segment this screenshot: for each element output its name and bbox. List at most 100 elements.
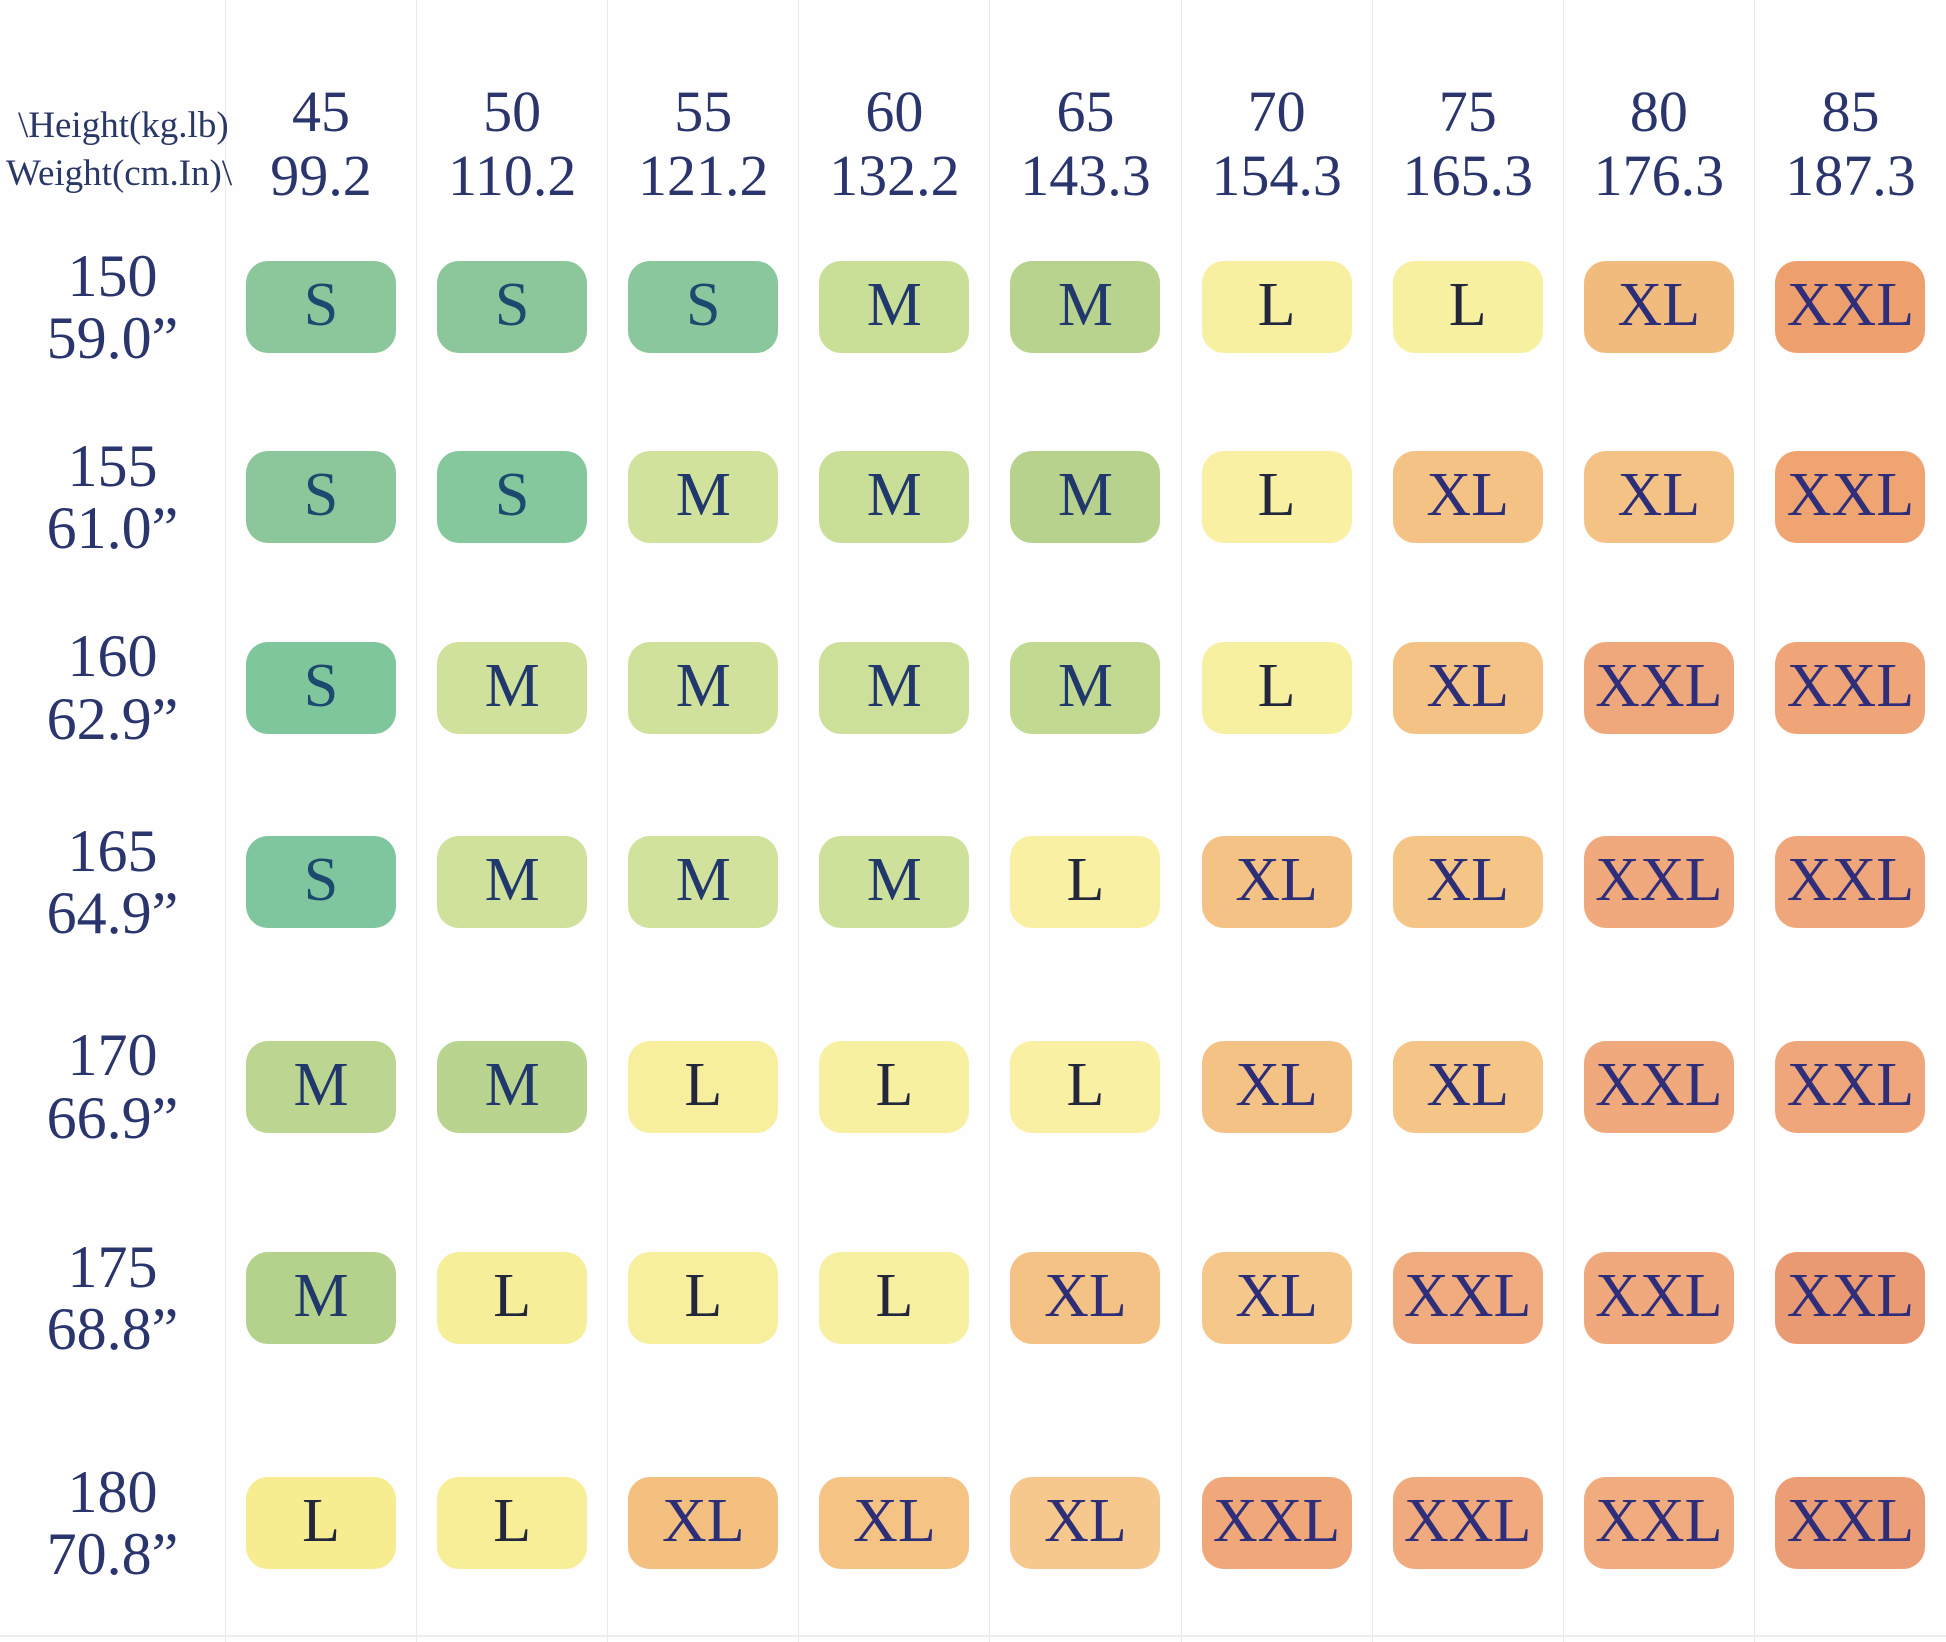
size-chip: L bbox=[819, 1252, 970, 1344]
size-cell: M bbox=[417, 981, 609, 1192]
size-chip-label: M bbox=[866, 461, 922, 529]
size-cell: L bbox=[799, 1192, 991, 1404]
size-chip-label: XXL bbox=[1403, 1487, 1532, 1555]
column-header-lb: 143.3 bbox=[1020, 143, 1151, 209]
size-chip-label: XXL bbox=[1786, 1262, 1915, 1330]
size-chip: L bbox=[819, 1040, 970, 1133]
row-header-in: 66.9” bbox=[46, 1084, 179, 1151]
row-header: 175 68.8” bbox=[0, 1192, 226, 1404]
size-chip: M bbox=[1010, 261, 1161, 353]
size-cell: L bbox=[1182, 212, 1373, 402]
size-chip: XL bbox=[1392, 641, 1543, 734]
row-header-cm: 160 bbox=[67, 623, 158, 690]
column-header: 65 143.3 bbox=[990, 0, 1182, 212]
size-cell: XXL bbox=[1564, 783, 1755, 981]
size-chip: S bbox=[437, 261, 588, 353]
size-chip: XL bbox=[1201, 1252, 1352, 1344]
size-cell: M bbox=[799, 783, 991, 981]
row-header-cm: 165 bbox=[67, 817, 158, 884]
size-cell: M bbox=[608, 402, 800, 592]
size-chip-label: XXL bbox=[1786, 846, 1915, 914]
column-header-kg: 55 bbox=[674, 79, 733, 145]
size-chip-label: M bbox=[866, 271, 922, 339]
size-chip-label: M bbox=[675, 461, 731, 529]
size-chip: L bbox=[437, 1252, 588, 1344]
size-cell: S bbox=[226, 783, 418, 981]
size-chip: L bbox=[437, 1477, 588, 1569]
size-chip-label: L bbox=[684, 1050, 723, 1119]
axis-legend: \Height(kg.lb) Weight(cm.In)\ bbox=[0, 0, 232, 212]
size-chip-label: L bbox=[1257, 461, 1296, 529]
size-chip: S bbox=[246, 451, 397, 543]
size-chip-label: M bbox=[866, 846, 922, 914]
size-cell: XL bbox=[1373, 592, 1564, 783]
size-cell: XXL bbox=[1564, 1404, 1755, 1642]
size-chip-label: XL bbox=[1235, 1262, 1318, 1330]
column-header-kg: 70 bbox=[1247, 79, 1306, 145]
size-chip-label: XL bbox=[1426, 651, 1510, 720]
size-cell: XL bbox=[1564, 402, 1755, 592]
size-cell: L bbox=[990, 981, 1182, 1192]
size-cell: L bbox=[608, 1192, 800, 1404]
size-cell: XXL bbox=[1755, 592, 1946, 783]
size-cell: XL bbox=[799, 1404, 991, 1642]
row-header-cm: 175 bbox=[67, 1233, 158, 1300]
column-header-lb: 154.3 bbox=[1211, 143, 1342, 209]
column-header-lb: 121.2 bbox=[638, 143, 769, 209]
size-cell: XXL bbox=[1564, 1192, 1755, 1404]
size-chip-label: M bbox=[293, 1262, 349, 1330]
size-cell: XL bbox=[1373, 783, 1564, 981]
size-cell: M bbox=[799, 592, 991, 783]
size-chip-label: XL bbox=[1426, 846, 1510, 914]
column-header: 45 99.2 bbox=[226, 0, 418, 212]
size-chip: XXL bbox=[1392, 1477, 1543, 1569]
size-cell: XL bbox=[1182, 981, 1373, 1192]
size-chip-label: XXL bbox=[1595, 846, 1723, 914]
size-chip: S bbox=[437, 451, 588, 543]
axis-legend-height-label: \Height(kg.lb) bbox=[18, 104, 229, 146]
row-header: 170 66.9” bbox=[0, 981, 226, 1192]
size-chip-label: S bbox=[494, 461, 530, 529]
size-cell: XXL bbox=[1755, 1192, 1946, 1404]
column-header: 80 176.3 bbox=[1564, 0, 1755, 212]
size-cell: L bbox=[1182, 402, 1373, 592]
size-chip: L bbox=[628, 1252, 779, 1344]
column-header-lb: 176.3 bbox=[1593, 143, 1725, 209]
size-cell: L bbox=[608, 981, 800, 1192]
size-chip: XXL bbox=[1583, 1040, 1734, 1133]
size-chip-label: M bbox=[484, 1050, 540, 1119]
size-chip-label: M bbox=[293, 1050, 349, 1119]
size-chip-label: S bbox=[303, 461, 339, 529]
row-header-cm: 170 bbox=[67, 1022, 158, 1089]
size-chip-label: L bbox=[1066, 846, 1105, 914]
size-chip: M bbox=[628, 836, 779, 928]
size-cell: L bbox=[799, 981, 991, 1192]
size-cell: XL bbox=[1373, 402, 1564, 592]
size-chip: XXL bbox=[1775, 451, 1926, 543]
size-chip: S bbox=[628, 261, 779, 353]
size-chip: XXL bbox=[1583, 641, 1734, 734]
size-chip-label: XL bbox=[1235, 846, 1318, 914]
row-header: 180 70.8” bbox=[0, 1404, 226, 1642]
size-chip: XXL bbox=[1583, 1252, 1734, 1344]
size-chip: M bbox=[437, 641, 588, 734]
size-chip-label: S bbox=[303, 651, 339, 720]
size-cell: XL bbox=[1564, 212, 1755, 402]
size-cell: M bbox=[799, 212, 991, 402]
size-chip-label: S bbox=[303, 846, 339, 914]
size-chip-label: M bbox=[675, 846, 731, 914]
size-chip: XXL bbox=[1583, 836, 1734, 928]
size-cell: L bbox=[417, 1404, 609, 1642]
size-chip-label: XXL bbox=[1786, 461, 1915, 529]
size-chip: XL bbox=[1010, 1477, 1161, 1569]
size-chip-label: XL bbox=[1044, 1262, 1127, 1330]
column-header-kg: 65 bbox=[1056, 79, 1115, 145]
size-chip: M bbox=[1010, 641, 1161, 734]
size-chip: XL bbox=[1583, 261, 1734, 353]
size-cell: XXL bbox=[1755, 981, 1946, 1192]
size-chip: M bbox=[819, 641, 970, 734]
size-cell: XL bbox=[1182, 1192, 1373, 1404]
size-chip-label: M bbox=[675, 651, 731, 720]
size-chip-label: L bbox=[1257, 271, 1296, 339]
column-header-kg: 50 bbox=[483, 79, 542, 145]
